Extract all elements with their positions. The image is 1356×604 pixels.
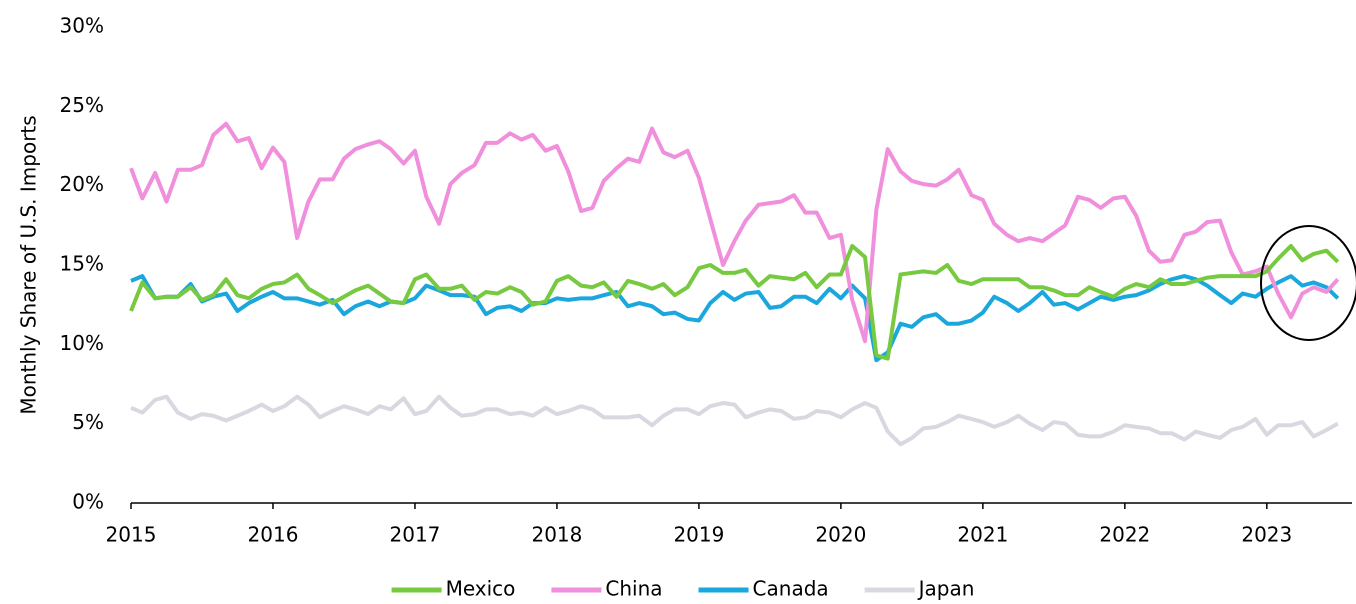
y-tick-label: 0% <box>72 490 104 514</box>
x-tick-label: 2018 <box>531 523 582 547</box>
series-line <box>129 121 1340 344</box>
series-line <box>130 394 1339 447</box>
x-tick-label: 2019 <box>673 523 724 547</box>
x-tick-label: 2021 <box>957 523 1008 547</box>
y-tick-label: 5% <box>72 410 104 434</box>
x-tick-label: 2015 <box>106 523 157 547</box>
y-tick-label: 10% <box>60 331 104 355</box>
annotation-circle <box>1260 225 1356 341</box>
y-tick-label: 25% <box>60 93 104 117</box>
x-tick-label: 2023 <box>1241 523 1292 547</box>
x-tick-label: 2020 <box>815 523 866 547</box>
series-line <box>129 243 1340 361</box>
series-line <box>130 274 1340 363</box>
legend-label: Canada <box>753 577 829 601</box>
y-axis-label: Monthly Share of U.S. Imports <box>17 115 41 414</box>
x-tick-label: 2016 <box>248 523 299 547</box>
y-tick-label: 15% <box>60 252 104 276</box>
legend-label: Mexico <box>446 577 516 601</box>
legend-label: China <box>605 577 662 601</box>
y-tick-label: 20% <box>60 172 104 196</box>
x-tick-label: 2017 <box>390 523 441 547</box>
legend-label: Japan <box>917 577 975 601</box>
x-tick-label: 2022 <box>1099 523 1150 547</box>
y-tick-label: 30% <box>60 14 104 38</box>
